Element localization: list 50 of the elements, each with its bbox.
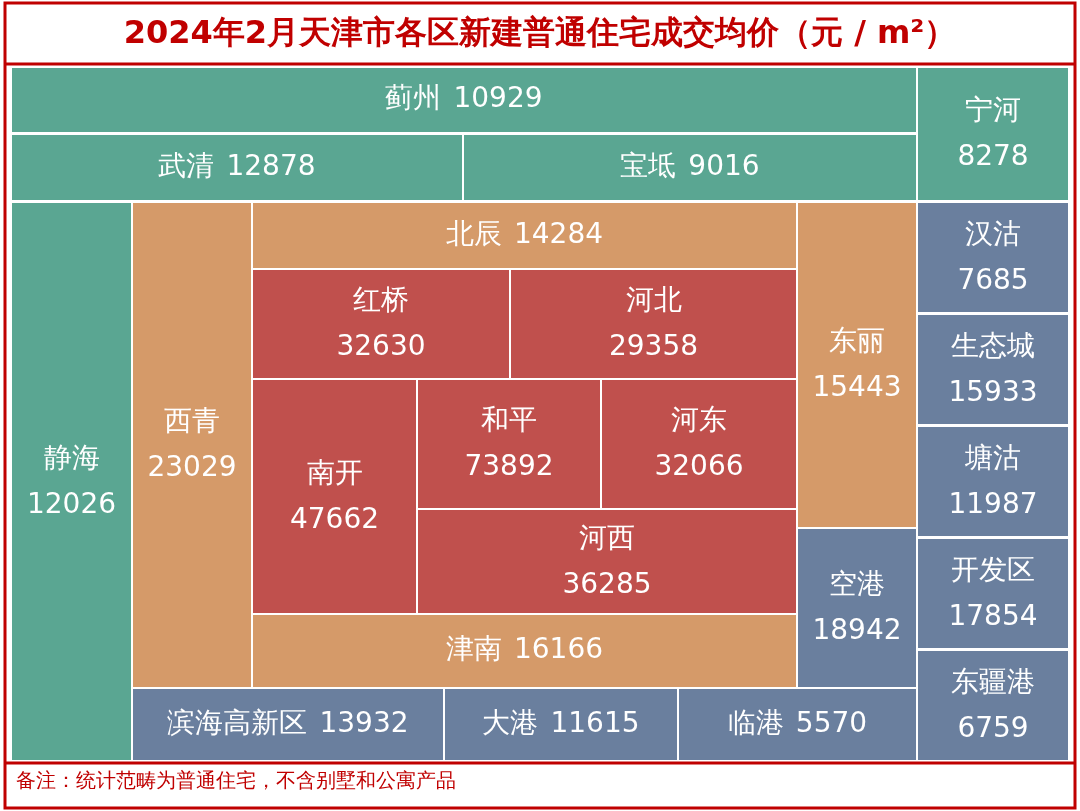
data-label: 32066 — [654, 449, 744, 483]
text: 2024年2月天津市各区新建普通住宅成交均价（元 / m²） — [123, 13, 957, 52]
data-label: 18942 — [812, 613, 902, 647]
category-label: 蓟州 — [385, 81, 442, 115]
data-label: 17854 — [948, 598, 1038, 632]
data-label: 9016 — [688, 148, 760, 182]
data-label: 12026 — [26, 486, 117, 520]
category-label: 津南 — [445, 632, 502, 666]
category-label: 空港 — [829, 567, 885, 601]
data-label: 15933 — [948, 374, 1038, 408]
category-label: 宁河 — [965, 93, 1021, 127]
category-label: 宝坻 — [620, 148, 677, 182]
category-label: 滨海高新区 — [167, 705, 308, 739]
data-label: 12878 — [226, 148, 316, 182]
category-label: 塘沽 — [964, 440, 1021, 474]
data-label: 73892 — [464, 449, 554, 483]
category-label: 大港 — [482, 705, 539, 739]
category-label: 东丽 — [829, 324, 885, 358]
text: 备注：统计范畴为普通住宅，不含别墅和公寓产品 — [16, 768, 456, 793]
data-label: 16166 — [513, 632, 604, 666]
category-label: 东疆港 — [951, 664, 1035, 698]
data-label: 15443 — [812, 370, 902, 404]
category-label: 河北 — [625, 283, 682, 317]
data-label: 6759 — [957, 710, 1029, 744]
data-label: 36285 — [562, 566, 652, 600]
category-label: 开发区 — [951, 552, 1035, 586]
data-label: 13932 — [319, 705, 409, 739]
data-label: 47662 — [289, 501, 380, 535]
data-label: 23029 — [147, 450, 237, 484]
category-label: 临港 — [727, 705, 784, 739]
category-label: 西青 — [164, 404, 220, 438]
category-label: 武清 — [158, 148, 215, 182]
category-label: 汉沽 — [965, 216, 1021, 250]
category-label: 生态城 — [951, 328, 1035, 362]
category-label: 河东 — [671, 403, 727, 437]
data-label: 11615 — [550, 705, 640, 739]
category-label: 河西 — [579, 520, 635, 554]
data-label: 11987 — [948, 486, 1038, 520]
category-label: 和平 — [481, 403, 537, 437]
category-label: 静海 — [43, 440, 100, 474]
data-label: 7685 — [957, 262, 1029, 296]
data-label: 32630 — [336, 329, 426, 363]
data-label: 14284 — [513, 216, 604, 250]
data-label: 29358 — [608, 329, 699, 363]
data-label: 10929 — [453, 81, 543, 115]
category-label: 南开 — [306, 455, 363, 489]
data-label: 5570 — [795, 705, 868, 739]
data-label: 8278 — [957, 139, 1029, 173]
category-label: 红桥 — [353, 283, 409, 317]
category-label: 北辰 — [445, 216, 502, 250]
